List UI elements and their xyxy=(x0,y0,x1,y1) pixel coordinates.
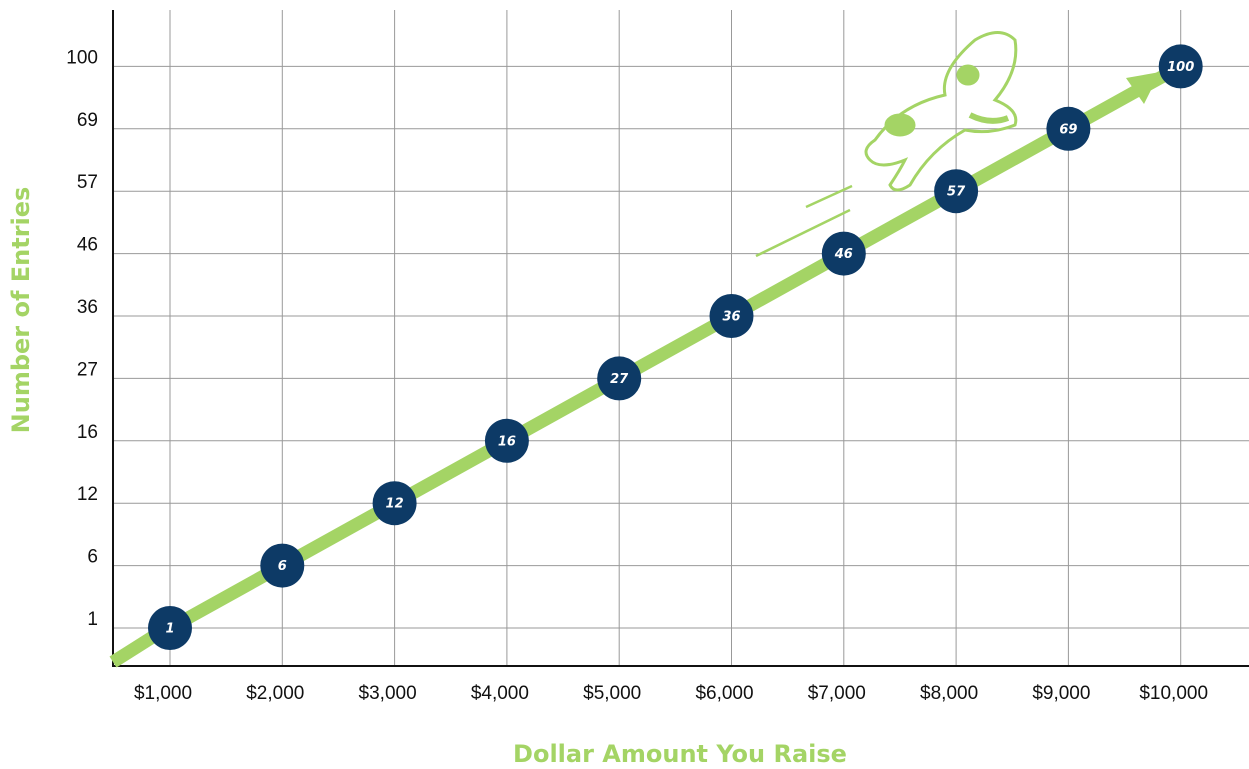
x-tick-label: $6,000 xyxy=(695,683,753,704)
y-tick-label: 100 xyxy=(66,47,98,68)
data-point xyxy=(484,418,529,463)
data-label: 27 xyxy=(610,372,629,387)
data-label: 12 xyxy=(386,497,404,512)
x-tick-label: $4,000 xyxy=(471,683,529,704)
data-label: 36 xyxy=(722,310,740,325)
y-tick-label: 6 xyxy=(87,547,98,568)
data-point xyxy=(372,481,417,526)
data-point xyxy=(597,356,642,401)
dog-illustration xyxy=(864,31,1018,192)
y-tick-label: 57 xyxy=(77,172,98,193)
x-tick-label: $5,000 xyxy=(583,683,641,704)
data-point xyxy=(934,169,979,214)
y-tick-label: 1 xyxy=(87,609,98,630)
y-axis-title: Number of Entries xyxy=(7,187,35,434)
data-point xyxy=(260,543,305,588)
x-tick-label: $9,000 xyxy=(1032,683,1090,704)
x-axis-title: Dollar Amount You Raise xyxy=(513,740,847,768)
x-tick-label: $3,000 xyxy=(359,683,417,704)
x-tick-label: $2,000 xyxy=(246,683,304,704)
data-label: 100 xyxy=(1167,60,1194,75)
y-tick-label: 12 xyxy=(77,484,98,505)
data-point xyxy=(821,231,866,276)
data-label: 69 xyxy=(1059,122,1077,137)
data-label: 1 xyxy=(165,622,174,637)
y-tick-label: 16 xyxy=(77,422,98,443)
y-tick-label: 36 xyxy=(77,297,98,318)
x-tick-label: $8,000 xyxy=(920,683,978,704)
data-point xyxy=(709,294,754,338)
data-label: 6 xyxy=(278,559,287,574)
x-tick-label: $1,000 xyxy=(134,683,192,704)
data-point xyxy=(1158,44,1203,89)
data-point xyxy=(1046,106,1091,151)
data-label: 16 xyxy=(498,434,516,449)
y-tick-label: 46 xyxy=(77,235,98,256)
grid xyxy=(113,10,1249,666)
x-tick-label: $10,000 xyxy=(1139,683,1208,704)
y-tick-label: 27 xyxy=(77,359,98,380)
data-point xyxy=(148,606,192,650)
trend-line xyxy=(166,60,1184,634)
speed-lines xyxy=(755,184,853,258)
x-tick-label: $7,000 xyxy=(808,683,866,704)
data-label: 57 xyxy=(947,185,966,200)
data-label: 46 xyxy=(834,247,853,262)
y-tick-label: 69 xyxy=(77,110,98,131)
